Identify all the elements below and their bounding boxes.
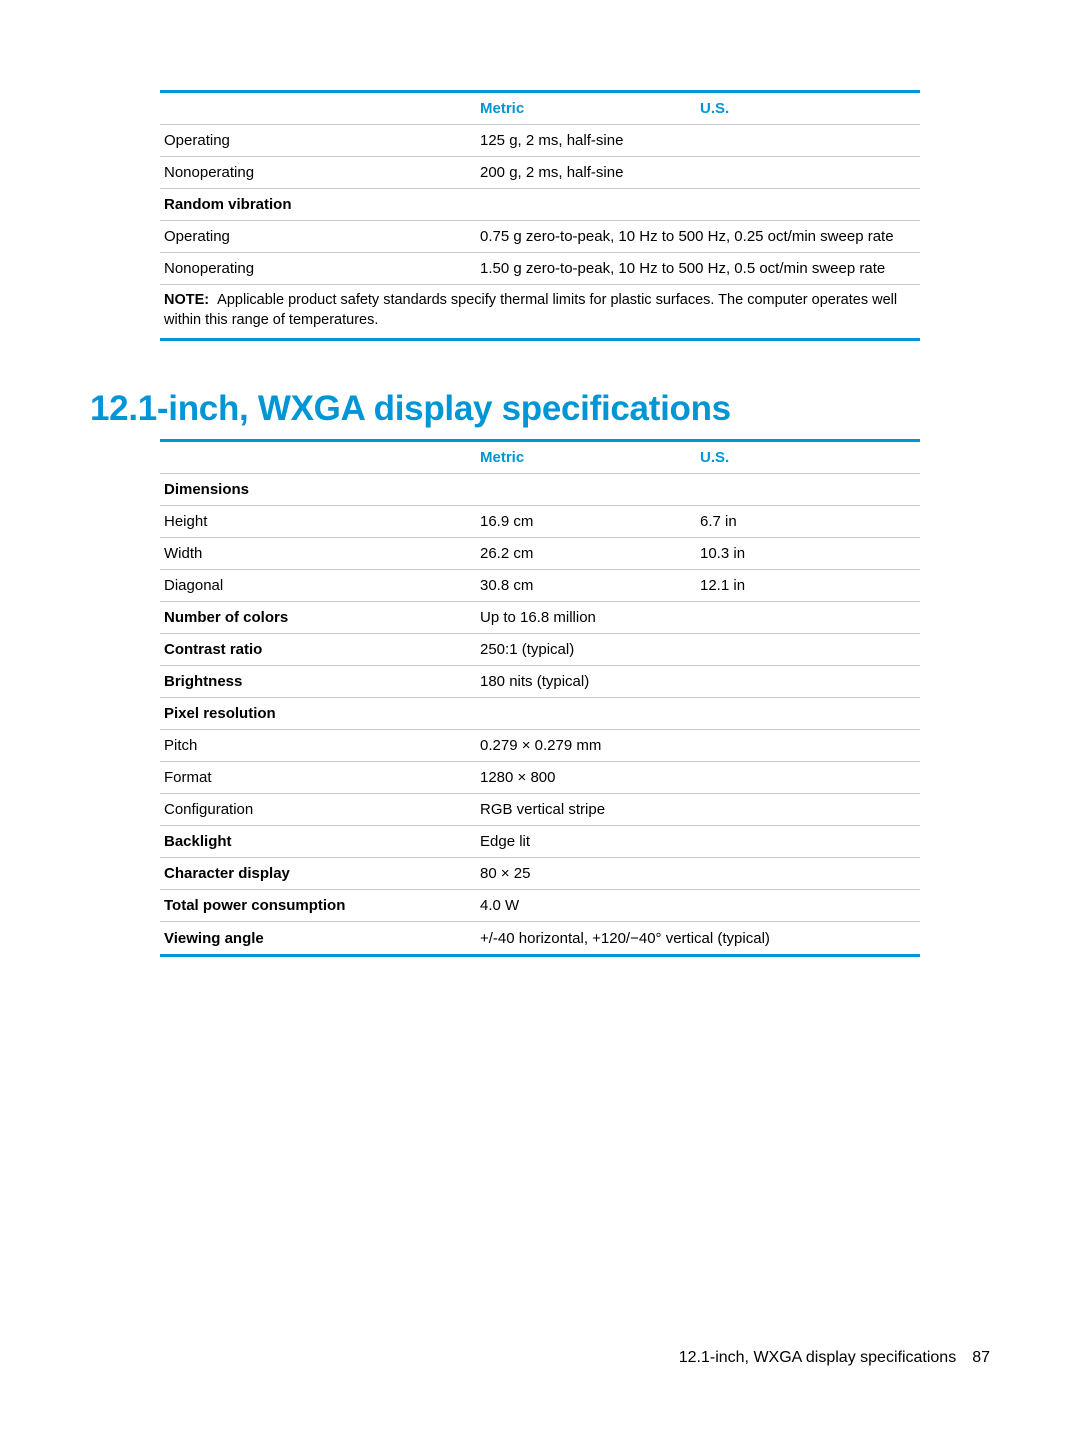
row-value: 0.75 g zero-to-peak, 10 Hz to 500 Hz, 0.… bbox=[480, 228, 920, 245]
table1-header-row: Metric U.S. bbox=[160, 93, 920, 125]
row-value: 1280 × 800 bbox=[480, 769, 920, 786]
row-label: Viewing angle bbox=[160, 930, 480, 947]
row-label: Contrast ratio bbox=[160, 641, 480, 658]
row-value: 200 g, 2 ms, half-sine bbox=[480, 164, 920, 181]
row-value: 4.0 W bbox=[480, 897, 920, 914]
row-us: 10.3 in bbox=[700, 545, 920, 562]
table-row: Height 16.9 cm 6.7 in bbox=[160, 506, 920, 538]
section-header-label: Random vibration bbox=[160, 196, 480, 213]
table-row: Viewing angle +/-40 horizontal, +120/−40… bbox=[160, 922, 920, 954]
row-value: 125 g, 2 ms, half-sine bbox=[480, 132, 920, 149]
row-value: 1.50 g zero-to-peak, 10 Hz to 500 Hz, 0.… bbox=[480, 260, 920, 277]
table-row: Format 1280 × 800 bbox=[160, 762, 920, 794]
row-label: Pitch bbox=[160, 737, 480, 754]
row-label: Nonoperating bbox=[160, 260, 480, 277]
row-metric: 30.8 cm bbox=[480, 577, 700, 594]
row-label: Total power consumption bbox=[160, 897, 480, 914]
table2-header-us: U.S. bbox=[700, 449, 920, 466]
table-row: Operating 125 g, 2 ms, half-sine bbox=[160, 125, 920, 157]
row-metric: 16.9 cm bbox=[480, 513, 700, 530]
table2-header-empty bbox=[160, 449, 480, 466]
table-row: Diagonal 30.8 cm 12.1 in bbox=[160, 570, 920, 602]
row-value: 180 nits (typical) bbox=[480, 673, 920, 690]
document-page: Metric U.S. Operating 125 g, 2 ms, half-… bbox=[0, 0, 1080, 1437]
table1-header-metric: Metric bbox=[480, 100, 700, 117]
table-row: Character display 80 × 25 bbox=[160, 858, 920, 890]
row-label: Operating bbox=[160, 228, 480, 245]
table-row: Contrast ratio 250:1 (typical) bbox=[160, 634, 920, 666]
row-label: Character display bbox=[160, 865, 480, 882]
table-row: Width 26.2 cm 10.3 in bbox=[160, 538, 920, 570]
section-header-row: Pixel resolution bbox=[160, 698, 920, 730]
row-label: Brightness bbox=[160, 673, 480, 690]
row-us: 12.1 in bbox=[700, 577, 920, 594]
row-value: Edge lit bbox=[480, 833, 920, 850]
section-header-row: Dimensions bbox=[160, 474, 920, 506]
row-label: Height bbox=[160, 513, 480, 530]
row-label: Nonoperating bbox=[160, 164, 480, 181]
table2-header-row: Metric U.S. bbox=[160, 442, 920, 474]
note-text: Applicable product safety standards spec… bbox=[164, 292, 897, 328]
table-row: Brightness 180 nits (typical) bbox=[160, 666, 920, 698]
row-label: Format bbox=[160, 769, 480, 786]
page-number: 87 bbox=[972, 1349, 990, 1366]
dimensions-header: Dimensions bbox=[160, 481, 480, 498]
table-row: Backlight Edge lit bbox=[160, 826, 920, 858]
row-metric: 26.2 cm bbox=[480, 545, 700, 562]
table-row: Nonoperating 1.50 g zero-to-peak, 10 Hz … bbox=[160, 253, 920, 285]
row-value: +/-40 horizontal, +120/−40° vertical (ty… bbox=[480, 930, 920, 947]
table-row: Configuration RGB vertical stripe bbox=[160, 794, 920, 826]
row-label: Number of colors bbox=[160, 609, 480, 626]
page-footer: 12.1-inch, WXGA display specifications 87 bbox=[679, 1349, 990, 1367]
table-row: Total power consumption 4.0 W bbox=[160, 890, 920, 922]
footer-text: 12.1-inch, WXGA display specifications bbox=[679, 1349, 956, 1366]
row-value: 250:1 (typical) bbox=[480, 641, 920, 658]
row-value: Up to 16.8 million bbox=[480, 609, 920, 626]
pixel-header: Pixel resolution bbox=[160, 705, 480, 722]
table2-header-metric: Metric bbox=[480, 449, 700, 466]
row-label: Backlight bbox=[160, 833, 480, 850]
table-row: Operating 0.75 g zero-to-peak, 10 Hz to … bbox=[160, 221, 920, 253]
table1-header-empty bbox=[160, 100, 480, 117]
row-label: Width bbox=[160, 545, 480, 562]
table1-header-us: U.S. bbox=[700, 100, 920, 117]
row-label: Diagonal bbox=[160, 577, 480, 594]
spec-table-display: Metric U.S. Dimensions Height 16.9 cm 6.… bbox=[160, 439, 920, 957]
row-us: 6.7 in bbox=[700, 513, 920, 530]
section-header-row: Random vibration bbox=[160, 189, 920, 221]
row-value: 0.279 × 0.279 mm bbox=[480, 737, 920, 754]
table-row: Pitch 0.279 × 0.279 mm bbox=[160, 730, 920, 762]
table-row: Number of colors Up to 16.8 million bbox=[160, 602, 920, 634]
table-row: Nonoperating 200 g, 2 ms, half-sine bbox=[160, 157, 920, 189]
note-prefix: NOTE: bbox=[164, 292, 209, 308]
row-value: RGB vertical stripe bbox=[480, 801, 920, 818]
row-label: Configuration bbox=[160, 801, 480, 818]
section-title: 12.1-inch, WXGA display specifications bbox=[90, 389, 990, 429]
spec-table-shock-vibration: Metric U.S. Operating 125 g, 2 ms, half-… bbox=[160, 90, 920, 341]
row-value: 80 × 25 bbox=[480, 865, 920, 882]
note-block: NOTE: Applicable product safety standard… bbox=[160, 285, 920, 341]
row-label: Operating bbox=[160, 132, 480, 149]
